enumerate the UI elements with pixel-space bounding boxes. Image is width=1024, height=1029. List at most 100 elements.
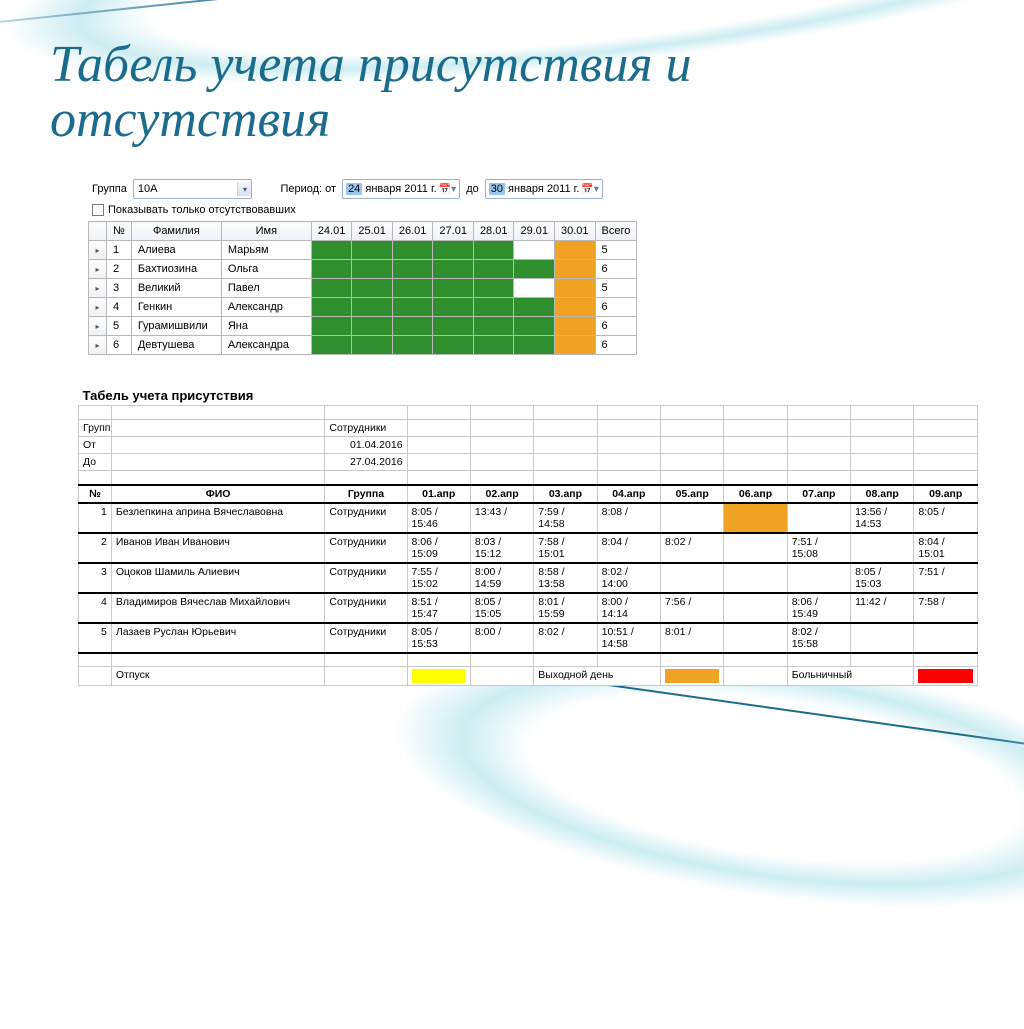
row-handle[interactable]: ▸ (89, 241, 107, 260)
sheet-cell-time[interactable] (787, 503, 850, 533)
sheet-cell-time[interactable]: 7:56 / (660, 593, 723, 623)
sheet-cell-time[interactable] (724, 593, 787, 623)
sheet-cell-time[interactable]: 8:02 / (660, 533, 723, 563)
sheet-cell-time[interactable] (914, 623, 978, 653)
sheet-cell-time[interactable] (660, 503, 723, 533)
cell-day[interactable] (555, 260, 596, 279)
sheet-cell-time[interactable]: 7:55 /15:02 (407, 563, 470, 593)
row-handle[interactable]: ▸ (89, 260, 107, 279)
sheet-col-header[interactable]: 03.апр (534, 485, 597, 503)
cell-day[interactable] (392, 298, 433, 317)
cell-day[interactable] (311, 317, 352, 336)
sheet-col-header[interactable]: Группа (325, 485, 407, 503)
sheet-col-header[interactable]: 04.апр (597, 485, 660, 503)
sheet-cell-time[interactable]: 8:58 /13:58 (534, 563, 597, 593)
sheet-cell-time[interactable]: 7:51 / (914, 563, 978, 593)
cell-day[interactable] (392, 241, 433, 260)
sheet-cell-time[interactable] (851, 533, 914, 563)
cell-day[interactable] (473, 336, 514, 355)
sheet-cell-time[interactable] (787, 563, 850, 593)
sheet-cell-time[interactable]: 8:04 / (597, 533, 660, 563)
sheet-cell-time[interactable]: 8:02 / (534, 623, 597, 653)
sheet-cell-time[interactable]: 8:04 /15:01 (914, 533, 978, 563)
cell-day[interactable] (352, 279, 393, 298)
sheet-col-header[interactable]: 02.апр (470, 485, 533, 503)
cell-day[interactable] (352, 260, 393, 279)
group-dropdown[interactable]: 10А ▾ (133, 179, 253, 199)
cell-day[interactable] (433, 336, 474, 355)
sheet-cell-time[interactable]: 8:05 /15:03 (851, 563, 914, 593)
cell-day[interactable] (473, 317, 514, 336)
sheet-cell-time[interactable]: 8:06 /15:49 (787, 593, 850, 623)
sheet-cell-time[interactable] (724, 623, 787, 653)
sheet-cell-time[interactable]: 11:42 / (851, 593, 914, 623)
sheet-col-header[interactable]: 09.апр (914, 485, 978, 503)
sheet-cell-time[interactable]: 10:51 /14:58 (597, 623, 660, 653)
sheet-cell-time[interactable]: 7:59 /14:58 (534, 503, 597, 533)
cell-day[interactable] (433, 241, 474, 260)
sheet-cell-weekend[interactable] (724, 503, 787, 533)
sheet-cell-time[interactable] (851, 623, 914, 653)
grid-header[interactable]: 28.01 (473, 222, 514, 241)
cell-day[interactable] (433, 298, 474, 317)
date-from-input[interactable]: 24 января 2011 г. 📅▾ (342, 179, 460, 199)
cell-day[interactable] (514, 279, 555, 298)
cell-day[interactable] (311, 241, 352, 260)
cell-day[interactable] (352, 241, 393, 260)
sheet-cell-time[interactable] (724, 563, 787, 593)
cell-day[interactable] (514, 298, 555, 317)
cell-day[interactable] (352, 317, 393, 336)
sheet-cell-time[interactable]: 8:00 /14:59 (470, 563, 533, 593)
sheet-cell-time[interactable]: 8:05 /15:46 (407, 503, 470, 533)
cell-day[interactable] (392, 279, 433, 298)
sheet-cell-time[interactable]: 7:51 /15:08 (787, 533, 850, 563)
cell-day[interactable] (555, 317, 596, 336)
cell-day[interactable] (392, 260, 433, 279)
sheet-col-header[interactable]: 06.апр (724, 485, 787, 503)
cell-day[interactable] (311, 298, 352, 317)
sheet-cell-time[interactable]: 8:01 /15:59 (534, 593, 597, 623)
sheet-cell-time[interactable]: 13:56 /14:53 (851, 503, 914, 533)
grid-header[interactable]: 27.01 (433, 222, 474, 241)
cell-day[interactable] (514, 336, 555, 355)
row-handle[interactable]: ▸ (89, 279, 107, 298)
cell-day[interactable] (514, 317, 555, 336)
cell-day[interactable] (473, 260, 514, 279)
sheet-cell-time[interactable]: 8:01 / (660, 623, 723, 653)
cell-day[interactable] (555, 298, 596, 317)
grid-header[interactable]: Имя (221, 222, 311, 241)
sheet-col-header[interactable]: 01.апр (407, 485, 470, 503)
cell-day[interactable] (473, 298, 514, 317)
cell-day[interactable] (555, 336, 596, 355)
cell-day[interactable] (473, 279, 514, 298)
show-absent-checkbox[interactable] (92, 204, 104, 216)
cell-day[interactable] (433, 317, 474, 336)
row-handle[interactable]: ▸ (89, 317, 107, 336)
sheet-cell-time[interactable] (660, 563, 723, 593)
date-to-input[interactable]: 30 января 2011 г. 📅▾ (485, 179, 603, 199)
cell-day[interactable] (514, 241, 555, 260)
sheet-cell-time[interactable]: 7:58 / (914, 593, 978, 623)
cell-day[interactable] (352, 298, 393, 317)
sheet-cell-time[interactable]: 8:00 / (470, 623, 533, 653)
grid-header[interactable]: № (107, 222, 132, 241)
sheet-cell-time[interactable]: 8:00 /14:14 (597, 593, 660, 623)
grid-header[interactable]: 30.01 (555, 222, 596, 241)
sheet-cell-time[interactable]: 8:05 / (914, 503, 978, 533)
cell-day[interactable] (392, 317, 433, 336)
cell-day[interactable] (311, 336, 352, 355)
grid-header[interactable]: 26.01 (392, 222, 433, 241)
cell-day[interactable] (352, 336, 393, 355)
row-handle[interactable]: ▸ (89, 298, 107, 317)
sheet-cell-time[interactable]: 8:51 /15:47 (407, 593, 470, 623)
sheet-cell-time[interactable]: 8:05 /15:53 (407, 623, 470, 653)
sheet-col-header[interactable]: № (79, 485, 112, 503)
sheet-cell-time[interactable]: 8:03 /15:12 (470, 533, 533, 563)
sheet-cell-time[interactable]: 8:05 /15:05 (470, 593, 533, 623)
grid-header[interactable]: 24.01 (311, 222, 352, 241)
grid-header[interactable]: Всего (595, 222, 637, 241)
sheet-cell-time[interactable]: 8:08 / (597, 503, 660, 533)
grid-header[interactable]: 25.01 (352, 222, 393, 241)
cell-day[interactable] (311, 279, 352, 298)
cell-day[interactable] (433, 260, 474, 279)
